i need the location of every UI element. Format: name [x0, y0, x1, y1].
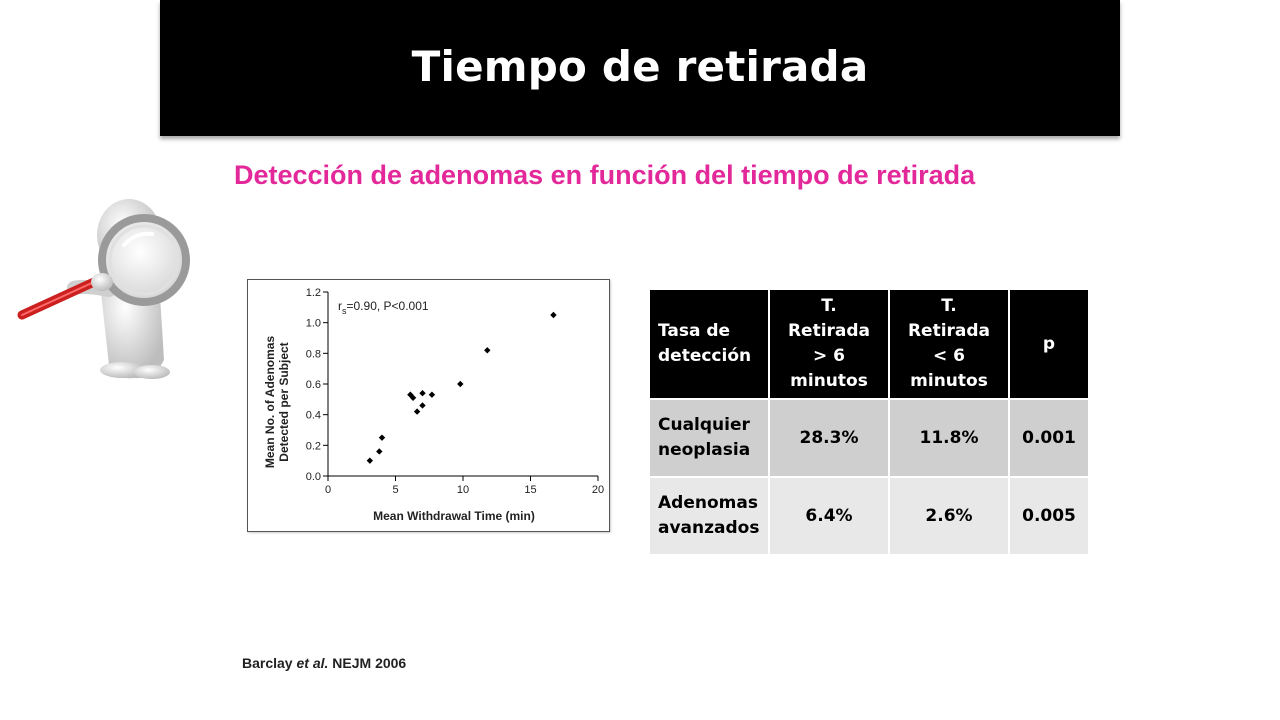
table-row: Cualquier neoplasia 28.3% 11.8% 0.001: [648, 398, 1090, 478]
cell-p: 0.001: [1008, 398, 1090, 478]
header-cell-lt6: T. Retirada < 6 minutos: [888, 288, 1010, 400]
data-point: [366, 457, 374, 464]
y-tick-label: 0.2: [306, 440, 321, 452]
cell-p: 0.005: [1008, 476, 1090, 556]
data-point: [413, 408, 421, 415]
cell-lt6: 2.6%: [888, 476, 1010, 556]
data-point: [428, 391, 436, 398]
header-cell-rate: Tasa de detección: [648, 288, 770, 400]
x-axis-label: Mean Withdrawal Time (min): [373, 509, 535, 523]
y-tick-label: 0.4: [306, 410, 321, 422]
cell-lt6: 11.8%: [888, 398, 1010, 478]
y-tick-label: 0.6: [306, 379, 321, 391]
detection-rate-table: Tasa de detección T. Retirada > 6 minutos T…: [648, 288, 1090, 556]
y-tick-label: 0.0: [306, 471, 321, 483]
slide-title: Tiempo de retirada: [411, 42, 869, 91]
x-tick-label: 20: [592, 484, 604, 496]
data-point: [378, 434, 386, 441]
data-point: [419, 402, 426, 409]
y-tick-label: 1.0: [306, 318, 321, 330]
chart-annotation: rs=0.90, P<0.001: [338, 299, 429, 316]
citation: Barclay et al. NEJM 2006: [242, 655, 407, 671]
data-point: [457, 380, 464, 388]
y-tick-label: 1.2: [306, 287, 321, 299]
title-bar: Tiempo de retirada: [160, 0, 1120, 136]
header-cell-p: p: [1008, 288, 1090, 400]
y-tick-label: 0.8: [306, 348, 321, 360]
y-axis-label-line2: Detected per Subject: [277, 342, 291, 461]
row-label: Adenomas avanzados: [648, 476, 770, 556]
data-point: [376, 448, 383, 455]
data-point: [550, 311, 557, 319]
header-cell-gt6: T. Retirada > 6 minutos: [768, 288, 890, 400]
person-with-magnifying-glass-icon: [17, 199, 190, 379]
table-row: Adenomas avanzados 6.4% 2.6% 0.005: [648, 476, 1090, 556]
data-point: [484, 347, 491, 354]
scatter-chart: 0.0 0.2 0.4 0.6 0.8 1.0 1.2 0 5 10 15 20 rs=0.90, …: [247, 279, 610, 532]
data-point: [409, 394, 417, 401]
x-tick-label: 0: [325, 484, 331, 496]
row-label: Cualquier neoplasia: [648, 398, 770, 478]
scatter-plot-area: 0.0 0.2 0.4 0.6 0.8 1.0 1.2 0 5 10 15 20 rs=0.90, …: [263, 287, 604, 523]
x-tick-label: 10: [457, 484, 469, 496]
x-tick-label: 5: [392, 484, 398, 496]
table-header-row: Tasa de detección T. Retirada > 6 minutos T…: [648, 288, 1090, 400]
x-tick-label: 15: [524, 484, 536, 496]
cell-gt6: 28.3%: [768, 398, 890, 478]
data-point: [419, 390, 426, 397]
y-axis-label-line1: Mean No. of Adenomas: [263, 336, 277, 469]
slide-subtitle: Detección de adenomas en función del tie…: [234, 160, 976, 190]
cell-gt6: 6.4%: [768, 476, 890, 556]
